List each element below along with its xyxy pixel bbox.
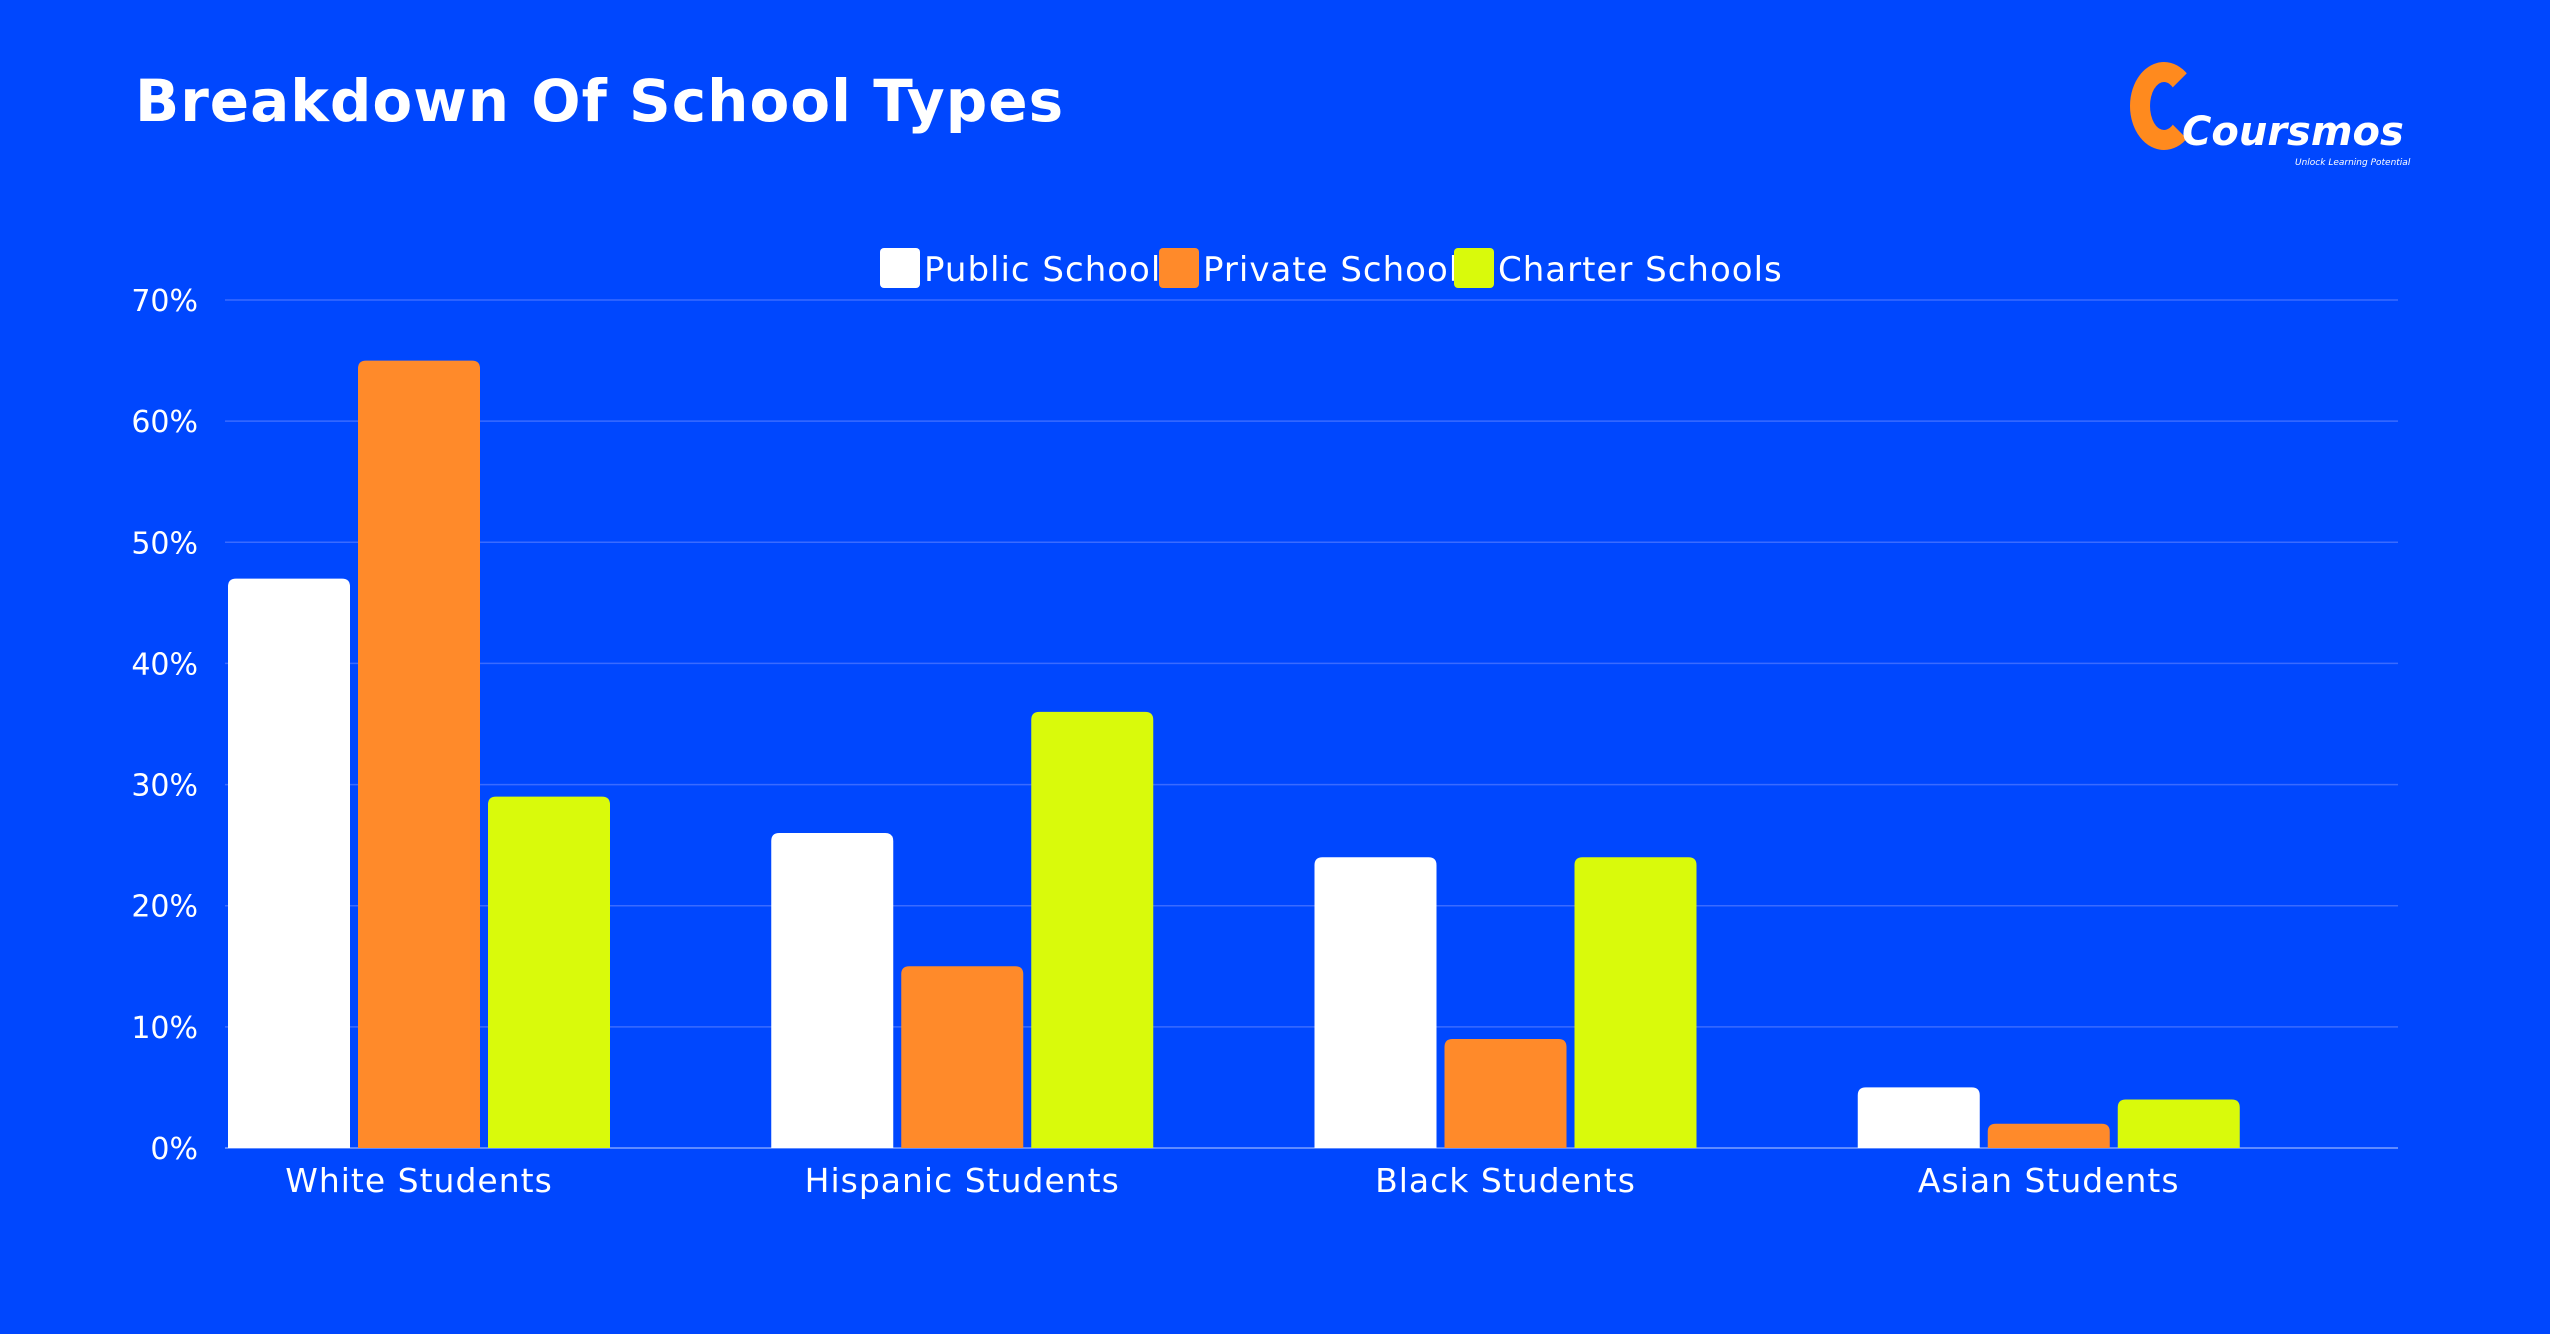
legend-swatch xyxy=(880,248,920,288)
bar xyxy=(1031,711,1154,1148)
bar xyxy=(1574,857,1697,1148)
y-tick-label: 60% xyxy=(131,405,198,440)
y-tick-label: 40% xyxy=(131,647,198,682)
legend-label: Public Schools xyxy=(924,250,1180,290)
bar xyxy=(228,578,350,1148)
bar xyxy=(2117,1099,2240,1148)
bar xyxy=(771,833,894,1148)
x-category-label: Black Students xyxy=(1375,1161,1636,1200)
bar xyxy=(1444,1038,1567,1148)
brand-logo: Coursmos Unlock Learning Potential xyxy=(2130,62,2410,172)
bar xyxy=(1987,1123,2110,1148)
legend-swatch xyxy=(1159,248,1199,288)
x-category-label: Asian Students xyxy=(1918,1161,2180,1200)
y-tick-label: 10% xyxy=(131,1011,198,1046)
legend-swatch xyxy=(1454,248,1494,288)
bar xyxy=(358,360,480,1149)
x-category-label: White Students xyxy=(285,1161,553,1200)
logo-tagline: Unlock Learning Potential xyxy=(2295,158,2411,168)
bar xyxy=(901,966,1024,1148)
x-category-label: Hispanic Students xyxy=(805,1161,1120,1200)
chart-title: Breakdown Of School Types xyxy=(135,67,1065,135)
y-tick-label: 30% xyxy=(131,769,198,804)
x-axis-categories: White Students Hispanic Students Black Stu… xyxy=(285,1161,2180,1200)
y-tick-label: 70% xyxy=(131,284,198,319)
bar xyxy=(488,796,610,1148)
bars xyxy=(228,360,2240,1149)
legend-label: Charter Schools xyxy=(1498,250,1783,290)
legend-label: Private Schools xyxy=(1203,250,1478,290)
bar xyxy=(1314,857,1437,1148)
y-axis-ticks: 0% 10% 20% 30% 40% 50% 60% 70% xyxy=(131,284,198,1167)
legend: Public Schools Private Schools Charter Sch… xyxy=(880,248,1783,290)
logo-wordmark: Coursmos xyxy=(2182,109,2404,155)
y-tick-label: 0% xyxy=(150,1132,198,1167)
y-tick-label: 50% xyxy=(131,526,198,561)
y-tick-label: 20% xyxy=(131,890,198,925)
bar xyxy=(1857,1087,1980,1148)
